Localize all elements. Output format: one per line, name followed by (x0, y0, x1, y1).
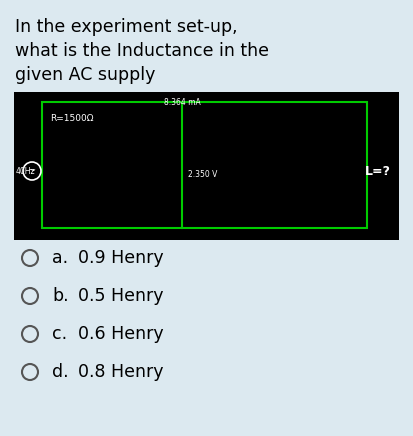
Text: ~: ~ (28, 166, 36, 176)
Text: 0.5 Henry: 0.5 Henry (78, 287, 164, 305)
Text: d.: d. (52, 363, 69, 381)
Bar (42, 102, 367, 228)
Text: In the experiment set-up,: In the experiment set-up, (15, 18, 237, 36)
Text: 2.350 V: 2.350 V (188, 170, 217, 178)
Text: b.: b. (52, 287, 69, 305)
Text: 40Hz: 40Hz (16, 167, 36, 176)
Text: what is the Inductance in the: what is the Inductance in the (15, 42, 269, 60)
Text: a.: a. (52, 249, 68, 267)
Text: R=1500Ω: R=1500Ω (50, 114, 93, 123)
Text: 8.364 mA: 8.364 mA (164, 98, 200, 107)
Text: 0.9 Henry: 0.9 Henry (78, 249, 164, 267)
Text: given AC supply: given AC supply (15, 66, 155, 84)
Text: 0.8 Henry: 0.8 Henry (78, 363, 164, 381)
Text: L=?: L=? (365, 164, 391, 177)
Bar (14, 92, 399, 240)
Text: 0.6 Henry: 0.6 Henry (78, 325, 164, 343)
Text: c.: c. (52, 325, 67, 343)
